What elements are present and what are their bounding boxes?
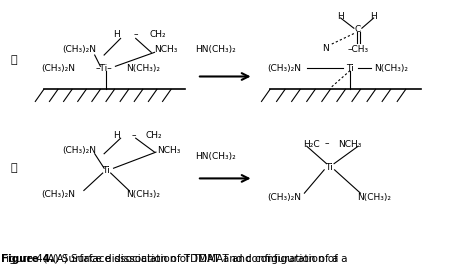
Text: Ti: Ti <box>102 166 110 175</box>
Text: (CH₃)₂N: (CH₃)₂N <box>63 45 97 54</box>
Text: NCH₃: NCH₃ <box>157 146 180 155</box>
Text: (CH₃)₂N: (CH₃)₂N <box>41 190 75 199</box>
Text: NCH₃: NCH₃ <box>338 140 362 149</box>
Text: N(CH₃)₂: N(CH₃)₂ <box>357 193 391 202</box>
Text: Ti: Ti <box>346 64 354 73</box>
Text: HN(CH₃)₂: HN(CH₃)₂ <box>195 45 236 54</box>
Text: Ti: Ti <box>325 163 333 172</box>
Text: H: H <box>337 12 344 21</box>
Text: (CH₃)₂N: (CH₃)₂N <box>41 64 75 73</box>
Text: (CH₃)₂N: (CH₃)₂N <box>268 193 301 202</box>
Text: NCH₃: NCH₃ <box>155 45 178 54</box>
Text: (CH₃)₂N: (CH₃)₂N <box>63 146 97 155</box>
Text: Figure 4.  (A) Surface dissociation of TDMAT and configuration of a: Figure 4. (A) Surface dissociation of TD… <box>1 254 348 264</box>
Text: N(CH₃)₂: N(CH₃)₂ <box>126 190 160 199</box>
Text: N(CH₃)₂: N(CH₃)₂ <box>126 64 160 73</box>
Text: –CH₃: –CH₃ <box>348 45 369 54</box>
Text: HN(CH₃)₂: HN(CH₃)₂ <box>195 153 236 162</box>
Text: –: – <box>324 140 329 149</box>
Text: H: H <box>113 131 120 140</box>
Text: –: – <box>131 131 136 140</box>
Text: Ⓐ: Ⓐ <box>11 55 18 65</box>
Text: –: – <box>134 30 138 39</box>
Text: (CH₃)₂N: (CH₃)₂N <box>268 64 301 73</box>
Text: CH₂: CH₂ <box>145 131 162 140</box>
Text: H: H <box>113 30 120 39</box>
Text: Figure 4.: Figure 4. <box>1 254 54 264</box>
Text: –Ti–: –Ti– <box>96 64 112 73</box>
Text: (A) Surface dissociation of TDMAT and configuration of a: (A) Surface dissociation of TDMAT and co… <box>36 254 338 264</box>
Text: H₂C: H₂C <box>303 140 319 149</box>
Text: H: H <box>370 12 377 21</box>
Text: N: N <box>322 44 329 53</box>
Text: N(CH₃)₂: N(CH₃)₂ <box>374 64 408 73</box>
Text: CH₂: CH₂ <box>150 30 166 39</box>
Text: Ⓑ: Ⓑ <box>11 163 18 173</box>
Text: C: C <box>354 25 360 34</box>
